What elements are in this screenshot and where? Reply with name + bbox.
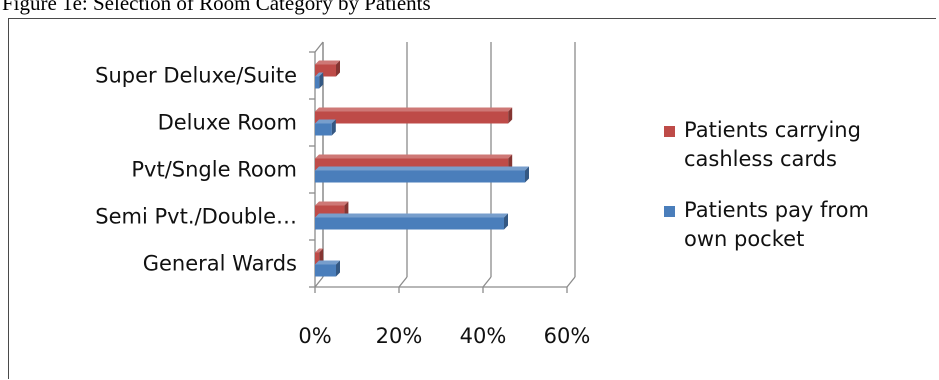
bar-side-face <box>331 119 336 136</box>
bar-side-face <box>336 60 340 77</box>
legend-label: Patients pay from <box>684 198 869 222</box>
value-tick-label: 60% <box>544 324 591 348</box>
bar-side-face <box>525 166 529 183</box>
bar-top-face <box>315 154 513 159</box>
legend-label: own pocket <box>684 227 804 251</box>
bar-pocket-4 <box>315 72 324 89</box>
bar-top-face <box>315 201 349 206</box>
value-tick-label: 20% <box>376 324 423 348</box>
legend-label: cashless cards <box>684 147 837 171</box>
legend-label: Patients carrying <box>684 118 861 142</box>
chart-frame: General Wards Semi Pvt./Double… Pvt/Sngle … <box>8 18 936 379</box>
bar-pocket-3 <box>315 119 336 136</box>
bar-front-face <box>315 111 509 124</box>
value-tick-label: 40% <box>460 324 507 348</box>
bar-top-face <box>315 260 340 265</box>
bar-side-face <box>319 72 324 89</box>
bar-front-face <box>315 217 504 230</box>
bar-cashless-3 <box>315 107 513 124</box>
floor-depth-line <box>314 276 324 288</box>
bar-front-face <box>315 264 336 277</box>
category-label: Semi Pvt./Double… <box>95 205 297 229</box>
bar-top-face <box>315 119 336 124</box>
bar-side-face <box>336 260 340 277</box>
bar-top-face <box>315 248 324 253</box>
bar-top-face <box>315 72 324 77</box>
bar-front-face <box>315 170 525 183</box>
legend-swatch <box>664 126 675 137</box>
category-label: Pvt/Sngle Room <box>131 158 297 182</box>
category-label: Deluxe Room <box>158 111 297 135</box>
legend-entry: Patients carrying cashless cards <box>664 118 861 171</box>
floor-depth-line <box>482 276 492 288</box>
legend-swatch <box>664 206 675 217</box>
bar-side-face <box>504 213 508 230</box>
value-tick-label: 0% <box>298 324 331 348</box>
bar-top-face <box>315 107 513 112</box>
floor-depth-line <box>398 276 408 288</box>
bar-chart: General Wards Semi Pvt./Double… Pvt/Sngle … <box>95 41 869 348</box>
bar-pocket-0 <box>315 260 340 277</box>
bar-front-face <box>315 252 320 265</box>
floor-depth-line <box>566 276 576 288</box>
axis-top-depth <box>314 41 324 53</box>
bar-top-face <box>315 60 340 65</box>
bar-top-face <box>315 166 529 171</box>
bar-side-face <box>508 107 513 124</box>
bar-pocket-2 <box>315 166 529 183</box>
legend-entry: Patients pay from own pocket <box>664 198 869 251</box>
category-label: General Wards <box>143 252 297 276</box>
bar-top-face <box>315 213 508 218</box>
bar-front-face <box>315 123 332 136</box>
bar-front-face <box>315 76 320 89</box>
figure-caption: Figure 1e: Selection of Room Category by… <box>2 0 431 15</box>
category-label: Super Deluxe/Suite <box>95 64 297 88</box>
bar-pocket-1 <box>315 213 508 230</box>
